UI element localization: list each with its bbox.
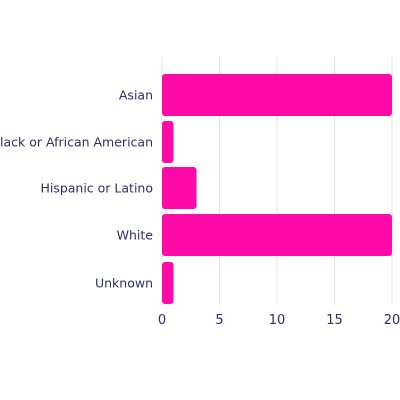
category-label: Black or African American bbox=[0, 135, 153, 150]
category-label: Unknown bbox=[95, 276, 153, 291]
x-tick-labels: 0 5 10 15 20 bbox=[158, 313, 400, 328]
category-labels: Asian Black or African American Hispanic o… bbox=[0, 88, 153, 291]
x-tick-label: 10 bbox=[269, 313, 286, 328]
bar-white bbox=[162, 214, 392, 256]
category-label: White bbox=[117, 228, 154, 243]
bars bbox=[162, 74, 392, 304]
x-tick-label: 15 bbox=[326, 313, 343, 328]
category-label: Hispanic or Latino bbox=[40, 181, 153, 196]
bar-black-or-african-american bbox=[162, 121, 174, 163]
bar-asian bbox=[162, 74, 392, 116]
category-label: Asian bbox=[119, 88, 153, 103]
bar-hispanic-or-latino bbox=[162, 167, 197, 209]
x-tick-label: 5 bbox=[215, 313, 223, 328]
bar-unknown bbox=[162, 262, 174, 304]
x-tick-label: 20 bbox=[384, 313, 400, 328]
x-tick-label: 0 bbox=[158, 313, 166, 328]
